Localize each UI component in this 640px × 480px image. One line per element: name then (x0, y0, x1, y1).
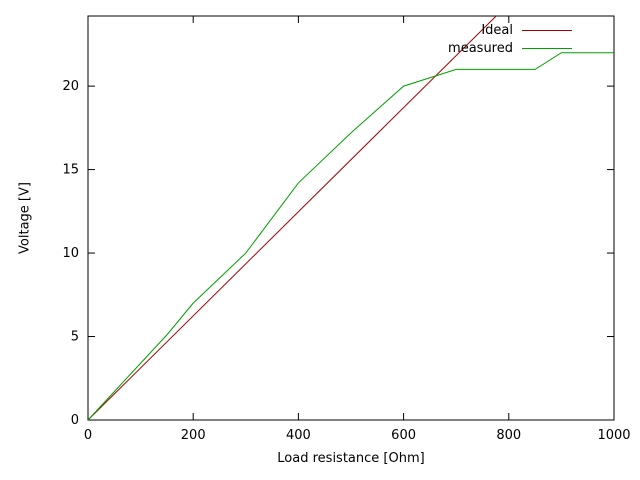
x-tick-label: 800 (496, 428, 521, 443)
series-line-ideal (88, 16, 497, 420)
plot-border (87, 15, 615, 421)
x-axis-title: Load resistance [Ohm] (277, 451, 425, 466)
y-tick-label: 20 (62, 79, 79, 94)
legend-item-measured: measured (448, 39, 572, 57)
series-lines (88, 16, 614, 420)
legend-label: measured (448, 40, 513, 56)
x-tick-label: 200 (181, 428, 206, 443)
series-line-measured (88, 52, 614, 420)
y-axis-title: Voltage [V] (17, 182, 33, 254)
y-tick-label: 15 (62, 163, 79, 178)
axis-ticks (87, 16, 615, 421)
legend-line-sample (522, 29, 572, 31)
legend: Ideal measured (448, 21, 572, 57)
y-tick-label: 0 (71, 413, 79, 428)
tick-labels: 0 200 400 600 800 1000 0 5 10 15 20 (62, 79, 630, 443)
x-tick-label: 400 (286, 428, 311, 443)
y-tick-label: 10 (62, 246, 79, 261)
legend-line-sample (522, 47, 572, 49)
legend-item-ideal: Ideal (448, 21, 572, 39)
x-tick-label: 1000 (597, 428, 630, 443)
legend-label: Ideal (481, 22, 513, 38)
x-tick-label: 600 (391, 428, 416, 443)
x-tick-label: 0 (84, 428, 92, 443)
y-tick-label: 5 (71, 330, 79, 345)
